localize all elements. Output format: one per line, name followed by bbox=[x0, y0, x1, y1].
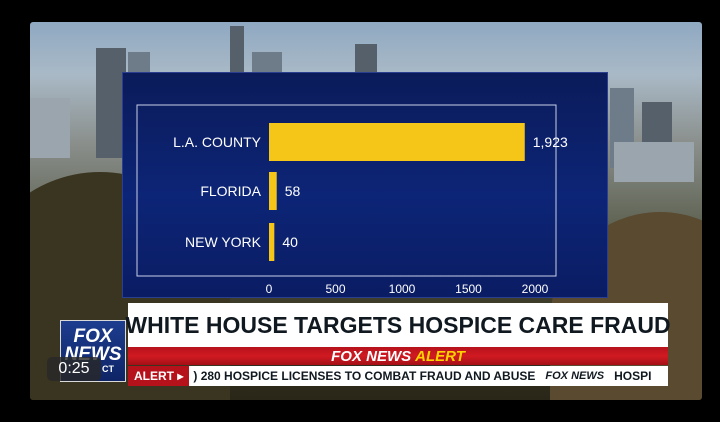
alert-word: ALERT bbox=[415, 347, 465, 365]
ticker-next-text: HOSPI bbox=[614, 369, 652, 383]
bar-florida bbox=[269, 172, 277, 210]
logo-line-3: CT bbox=[102, 364, 114, 374]
x-tick-label: 0 bbox=[266, 282, 273, 296]
plot-area-frame bbox=[136, 104, 557, 277]
bar-l-a-county bbox=[269, 123, 525, 161]
value-label: 40 bbox=[282, 234, 298, 250]
ticker-tag: ALERT ▸ bbox=[128, 366, 190, 386]
x-tick-label: 1500 bbox=[455, 282, 482, 296]
value-label: 1,923 bbox=[533, 134, 568, 150]
category-label: NEW YORK bbox=[185, 234, 262, 250]
skyline-building bbox=[614, 142, 694, 182]
news-ticker: ALERT ▸ ) 280 HOSPICE LICENSES TO COMBAT… bbox=[128, 366, 668, 386]
bar-chart: L.A. COUNTY FLORIDA NEW YORK 1,923 58 40 0 50… bbox=[136, 104, 568, 296]
category-label: FLORIDA bbox=[200, 183, 261, 199]
skyline-building bbox=[230, 26, 244, 86]
headline-bar: WHITE HOUSE TARGETS HOSPICE CARE FRAUD bbox=[125, 303, 671, 347]
headline-text: WHITE HOUSE TARGETS HOSPICE CARE FRAUD bbox=[125, 311, 671, 338]
x-tick-label: 500 bbox=[325, 282, 345, 296]
fox-news-alert-banner: FOX NEWS ALERT bbox=[128, 347, 668, 365]
ticker-logo: FOX NEWS bbox=[545, 370, 605, 382]
skyline-building bbox=[30, 98, 70, 158]
x-tick-label: 1000 bbox=[389, 282, 416, 296]
alert-brand: FOX NEWS bbox=[331, 347, 412, 365]
logo-line-1: FOX bbox=[73, 326, 113, 347]
value-label: 58 bbox=[285, 183, 301, 199]
fox-news-logo: FOX NEWS CT bbox=[60, 320, 126, 382]
video-timestamp: 0:25 bbox=[47, 357, 101, 381]
category-label: L.A. COUNTY bbox=[173, 134, 262, 150]
chart-panel: L.A. COUNTY FLORIDA NEW YORK 1,923 58 40 0 50… bbox=[122, 72, 608, 298]
x-tick-label: 2000 bbox=[522, 282, 549, 296]
bar-new-york bbox=[269, 223, 275, 261]
ticker-text: ) 280 HOSPICE LICENSES TO COMBAT FRAUD A… bbox=[193, 369, 536, 383]
skyline-building bbox=[96, 48, 126, 158]
player-controls-strip bbox=[0, 400, 720, 422]
